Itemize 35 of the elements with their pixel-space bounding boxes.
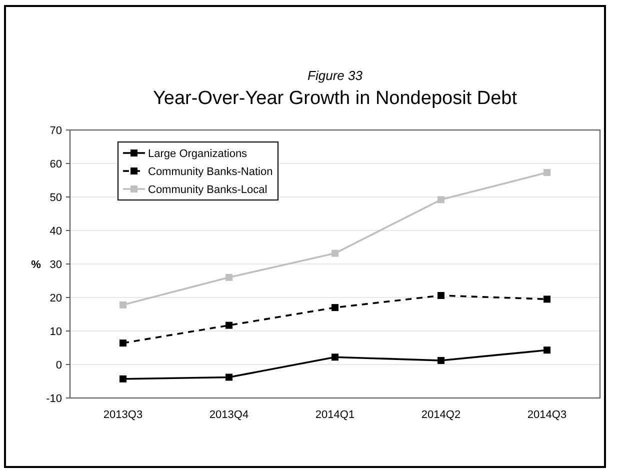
x-tick-label: 2013Q4 [209, 409, 249, 421]
x-tick-label: 2014Q3 [527, 409, 567, 421]
legend-label: Community Banks-Nation [148, 166, 273, 178]
point [332, 354, 338, 361]
x-tick-label: 2013Q3 [103, 409, 143, 421]
point [438, 196, 444, 204]
y-tick-label: 60 [50, 158, 62, 170]
y-tick-label: 0 [56, 359, 62, 372]
legend-label: Large Organizations [148, 148, 248, 160]
y-axis-title: % [31, 258, 42, 271]
y-tick-label: -10 [46, 392, 62, 405]
x-tick-label: 2014Q2 [421, 409, 461, 421]
point [226, 274, 232, 281]
point [544, 296, 550, 303]
point [438, 356, 444, 364]
point [226, 322, 232, 329]
point [120, 340, 126, 347]
point [544, 169, 550, 176]
chart-title: Year-Over-Year Growth in Nondeposit Debt [152, 88, 518, 109]
point [438, 292, 444, 299]
y-tick-label: 70 [50, 124, 62, 137]
point [332, 304, 338, 312]
legend-label: Community Banks-Local [148, 184, 268, 196]
point [120, 301, 126, 308]
y-tick-label: 20 [50, 292, 62, 304]
chart-subtitle: Figure 33 [308, 68, 364, 83]
y-tick-label: 40 [50, 225, 62, 238]
point [332, 250, 338, 257]
point [120, 375, 126, 382]
point [226, 374, 232, 381]
x-tick-label: 2014Q1 [315, 409, 355, 421]
y-tick-label: 10 [50, 326, 62, 338]
y-tick-label: 30 [50, 258, 62, 271]
point [544, 346, 550, 354]
y-tick-label: 50 [50, 192, 62, 204]
